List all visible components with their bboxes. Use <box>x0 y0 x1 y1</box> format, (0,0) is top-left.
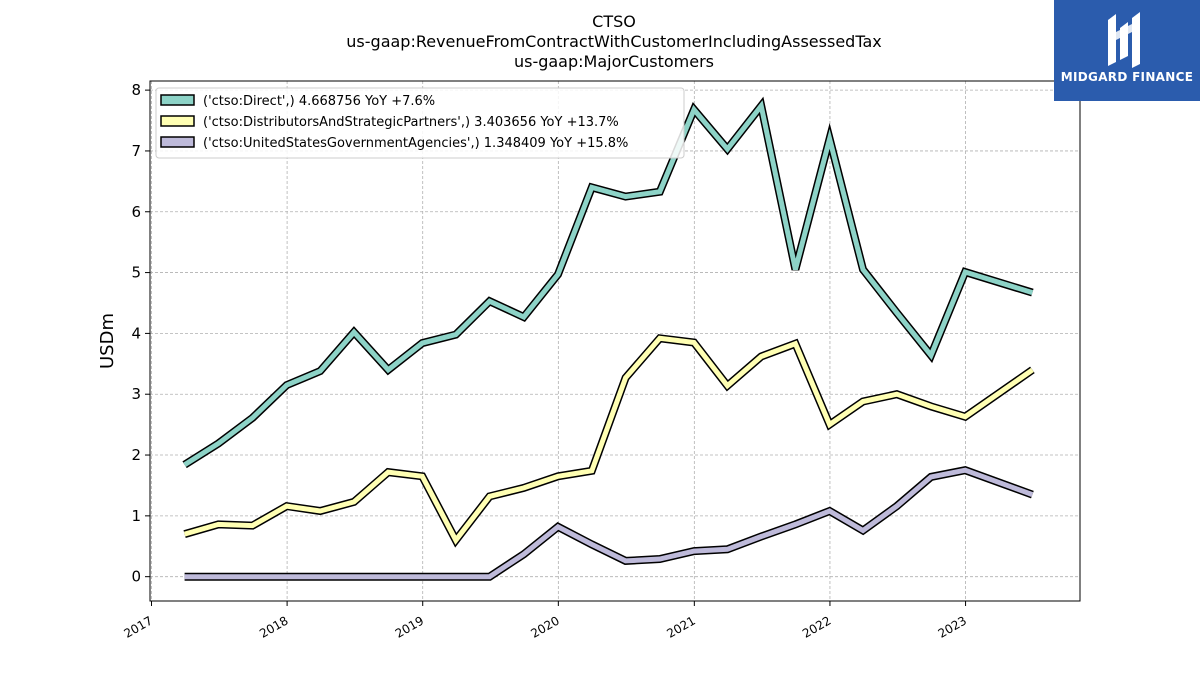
legend-entry-0: ('ctso:Direct',) 4.668756 YoY +7.6% <box>203 94 435 109</box>
legend: ('ctso:Direct',) 4.668756 YoY +7.6% ('cts… <box>155 87 685 159</box>
y-axis-label: USDm <box>97 313 118 369</box>
y-tick-label: 5 <box>131 264 141 282</box>
legend-swatch-0 <box>160 94 195 106</box>
legend-box <box>155 87 685 159</box>
series-outline-0 <box>182 96 1034 469</box>
x-tick-label: 2021 <box>664 613 697 640</box>
series-line-1 <box>183 335 1034 545</box>
title-line-1: us-gaap:RevenueFromContractWithCustomerI… <box>346 32 881 51</box>
title-line-0: CTSO <box>592 12 636 31</box>
y-tick-label: 3 <box>131 385 141 403</box>
x-tick-label: 2020 <box>528 613 561 640</box>
plot-area <box>149 80 1081 602</box>
series-line-0 <box>183 100 1034 467</box>
midgard-logo-icon <box>1108 12 1140 68</box>
y-tick-label: 2 <box>131 446 141 464</box>
series-line-2 <box>184 467 1034 580</box>
y-tick-label: 4 <box>131 324 141 342</box>
x-tick-label: 2019 <box>393 613 426 640</box>
legend-swatch-1 <box>160 115 195 127</box>
x-tick-label: 2022 <box>800 613 833 640</box>
legend-swatch-2 <box>160 136 195 148</box>
logo: MIDGARD FINANCE <box>1054 0 1200 101</box>
y-tick-label: 1 <box>131 507 141 525</box>
x-tick-label: 2017 <box>122 613 155 640</box>
y-tick-label: 6 <box>131 203 141 221</box>
y-tick-label: 7 <box>131 142 141 160</box>
grid <box>150 81 1080 601</box>
y-tick-label: 8 <box>131 81 141 99</box>
series-outline-2 <box>184 466 1034 581</box>
series-lines <box>182 96 1035 581</box>
legend-entry-1: ('ctso:DistributorsAndStrategicPartners'… <box>203 115 619 130</box>
logo-text: MIDGARD FINANCE <box>1060 70 1194 84</box>
legend-entry-2: ('ctso:UnitedStatesGovernmentAgencies',)… <box>203 136 628 151</box>
x-tick-label: 2023 <box>936 613 969 640</box>
title-line-2: us-gaap:MajorCustomers <box>514 52 714 71</box>
x-tick-label: 2018 <box>257 613 290 640</box>
y-tick-label: 0 <box>131 568 141 586</box>
y-axis: 0 1 2 3 4 5 6 7 8 USDm <box>97 81 150 586</box>
chart-title: CTSOus-gaap:RevenueFromContractWithCusto… <box>346 12 881 71</box>
x-axis: 2017 2018 2019 2020 2021 2022 2023 <box>122 601 969 641</box>
